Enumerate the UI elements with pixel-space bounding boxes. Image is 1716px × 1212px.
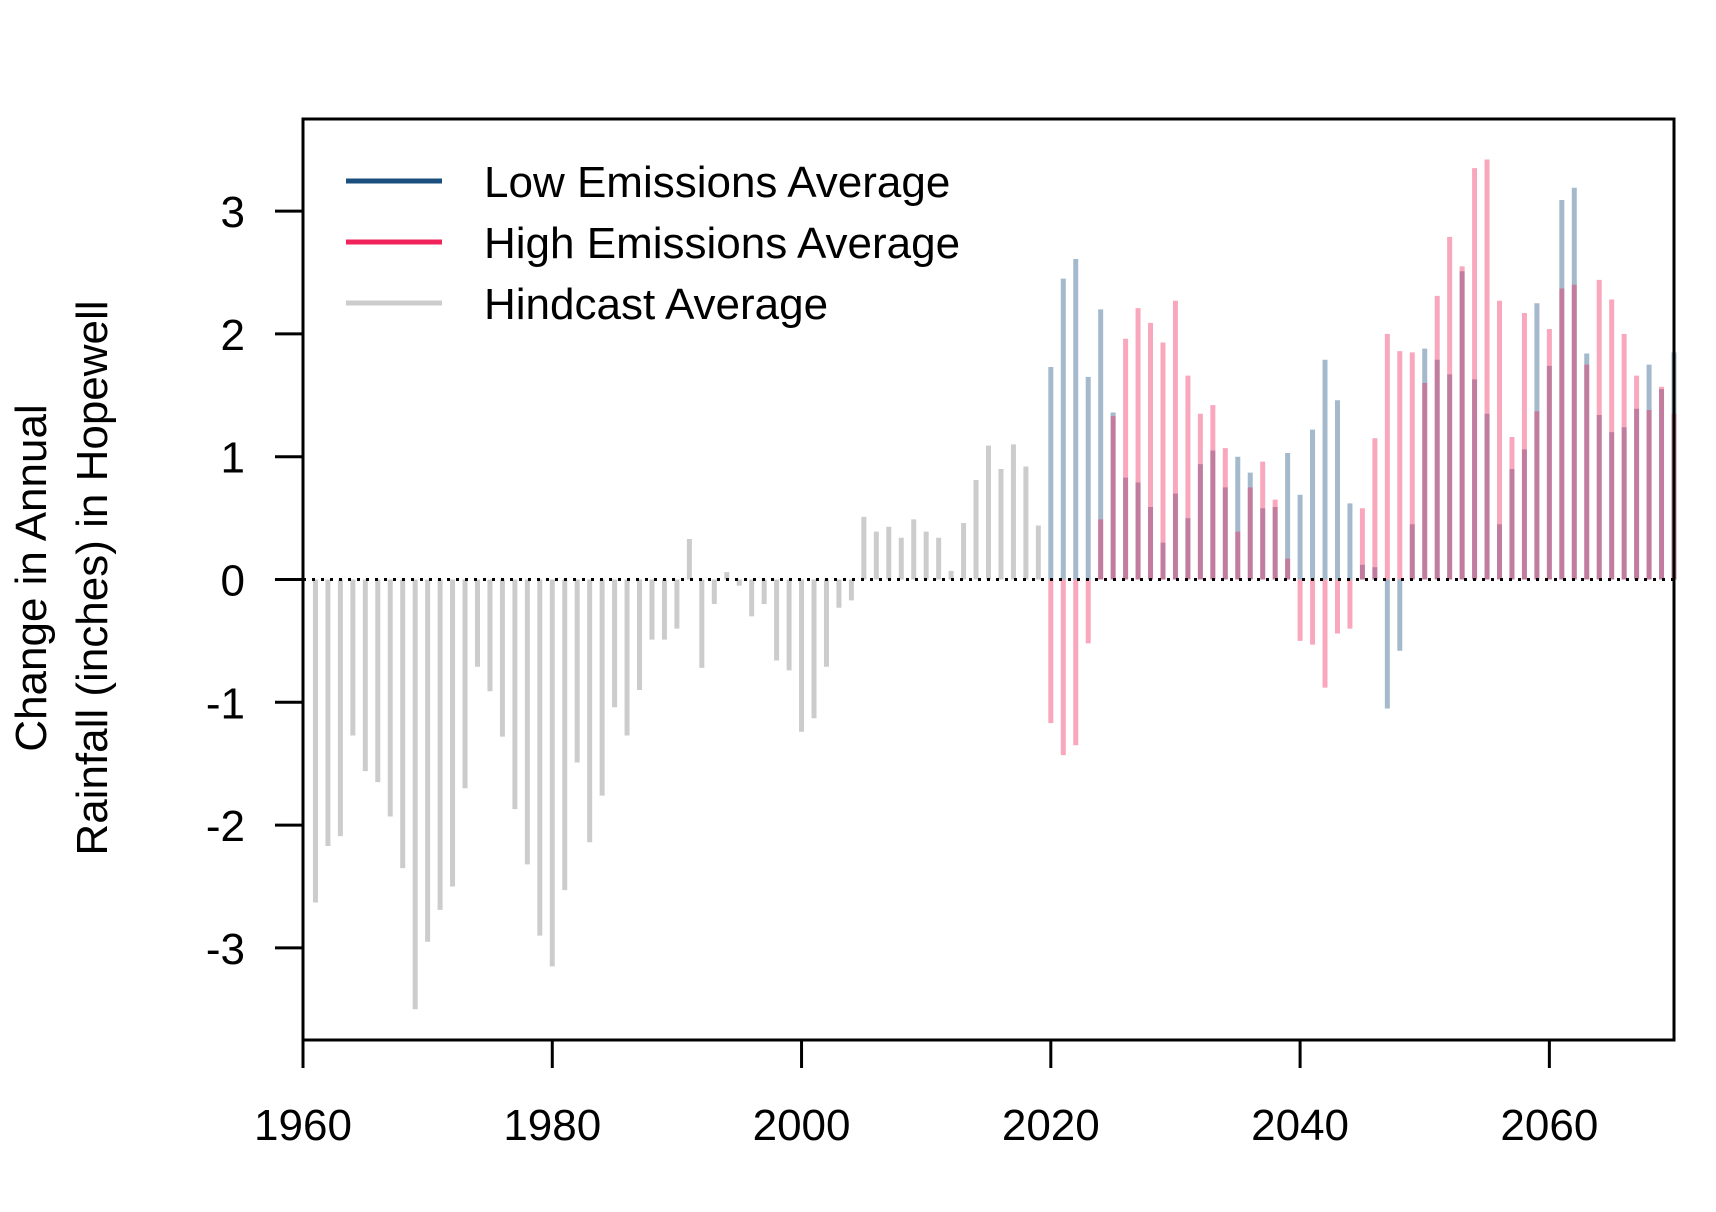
- series-high-emissions-average: [1048, 159, 1677, 756]
- y-tick-label-0: 0: [221, 557, 245, 606]
- y-tick-label--1: -1: [206, 679, 245, 728]
- x-axis: 1960 1980 2000 2020 2040 2060: [254, 1038, 1598, 1150]
- x-tick-label-2060: 2060: [1500, 1101, 1598, 1150]
- bars-layer: [312, 159, 1677, 1010]
- y-tick-label--3: -3: [206, 925, 245, 974]
- legend-label-low-emissions: Low Emissions Average: [484, 158, 950, 207]
- y-tick-label--2: -2: [206, 802, 245, 851]
- legend-label-high-emissions: High Emissions Average: [484, 219, 960, 268]
- series-low-emissions-average: [1048, 187, 1677, 709]
- y-axis-label-line1: Change in Annual: [7, 404, 56, 751]
- y-tick-label-3: 3: [221, 188, 245, 237]
- x-tick-label-2040: 2040: [1251, 1101, 1349, 1150]
- x-tick-label-2020: 2020: [1002, 1101, 1100, 1150]
- legend: Low Emissions Average High Emissions Ave…: [346, 158, 960, 329]
- x-tick-label-1960: 1960: [254, 1101, 352, 1150]
- x-tick-label-1980: 1980: [503, 1101, 601, 1150]
- y-tick-label-2: 2: [221, 311, 245, 360]
- y-tick-label-1: 1: [221, 434, 245, 483]
- y-axis: -3 -2 -1 0 1 2 3: [206, 188, 305, 974]
- series-hindcast-average: [312, 444, 1041, 1010]
- y-axis-label-line2: Rainfall (inches) in Hopewell: [68, 300, 117, 855]
- legend-label-hindcast: Hindcast Average: [484, 280, 828, 329]
- x-tick-label-2000: 2000: [753, 1101, 851, 1150]
